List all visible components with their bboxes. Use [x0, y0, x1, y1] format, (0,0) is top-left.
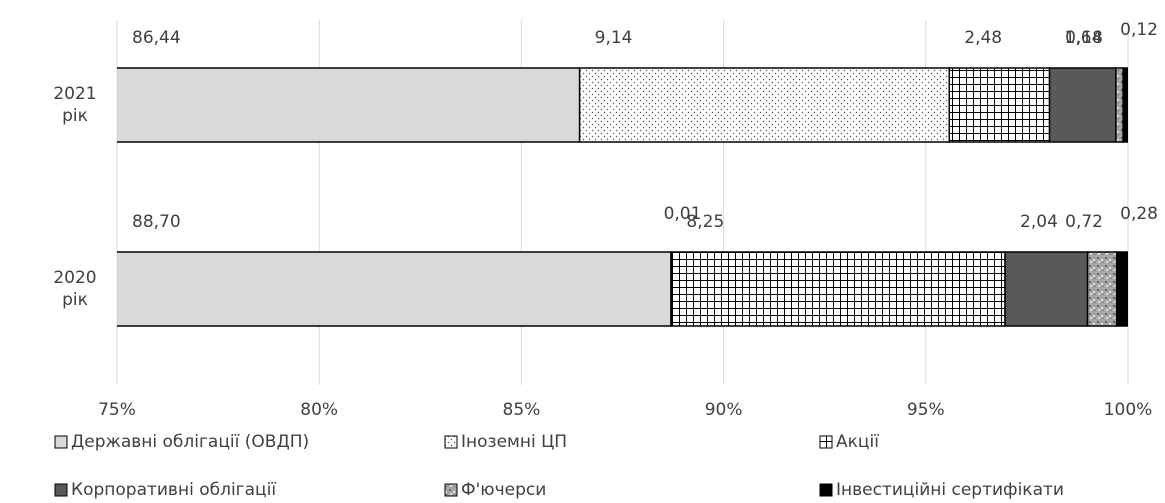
bar-segment: [1115, 67, 1124, 143]
x-tick-label: 90%: [705, 400, 743, 420]
category-label: 2020 рік: [53, 268, 97, 310]
bar-segment: [948, 67, 1051, 143]
data-label: 88,70: [132, 212, 181, 232]
data-label: 86,44: [132, 28, 181, 48]
legend-swatch: [444, 483, 458, 497]
legend-swatch: [444, 435, 458, 449]
data-label: 2,04: [1020, 212, 1058, 232]
x-tick-label: 80%: [300, 400, 338, 420]
bar-segment: [1122, 67, 1128, 143]
legend-swatch: [819, 435, 833, 449]
legend-label: Корпоративні облігації: [71, 480, 276, 500]
legend-swatch: [819, 483, 833, 497]
legend-label: Інвестиційні сертифікати: [836, 480, 1064, 500]
legend-label: Іноземні ЦП: [461, 432, 567, 452]
data-label: 1,64: [1065, 28, 1103, 48]
data-label: 2,48: [964, 28, 1002, 48]
bar-segment: [1115, 251, 1128, 327]
legend-label: Ф'ючерси: [461, 480, 546, 500]
data-labels: 0,12 0,181,64 2,48 9,14 86,44 0,28 0,72 2,04 8,2…: [132, 20, 1158, 232]
data-label: 0,72: [1065, 212, 1103, 232]
plot-area: [117, 67, 1128, 327]
x-tick-label: 85%: [503, 400, 541, 420]
bar-segment: [117, 67, 581, 143]
bar-segment: [670, 251, 1006, 327]
bar-segment: [578, 67, 951, 143]
data-label: 0,28: [1120, 204, 1158, 224]
data-label: 0,01: [664, 204, 702, 224]
data-label: 8,25: [686, 212, 724, 232]
data-label: 9,14: [595, 28, 633, 48]
legend-label: Державні облігації (ОВДП): [71, 432, 309, 452]
bar-segment: [1048, 67, 1117, 143]
bar-segment: [1086, 251, 1118, 327]
x-tick-label: 95%: [907, 400, 945, 420]
x-tick-label: 100%: [1104, 400, 1153, 420]
category-label: 2021 рік: [53, 84, 97, 126]
legend-swatch: [54, 483, 68, 497]
legend-swatch: [54, 435, 68, 449]
data-label: 0,18: [1065, 28, 1103, 48]
legend-label: Акції: [836, 432, 879, 452]
data-label: 0,12: [1120, 20, 1158, 40]
bar-segment: [1004, 251, 1089, 327]
x-tick-label: 75%: [98, 400, 136, 420]
